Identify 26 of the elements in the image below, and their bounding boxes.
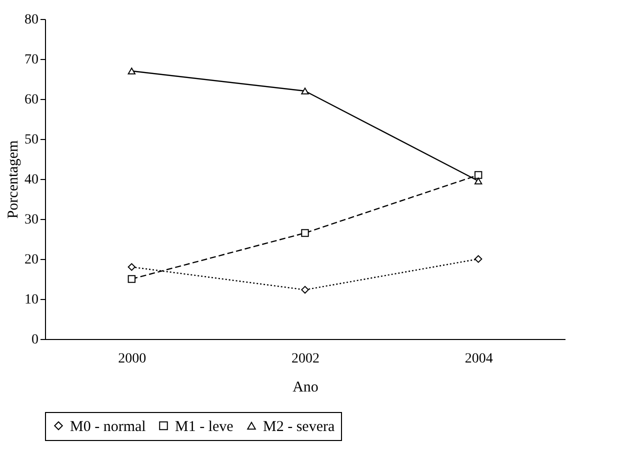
y-tick-label: 60 [24, 92, 38, 108]
y-tick-label: 10 [24, 292, 38, 308]
y-tick-label: 80 [24, 12, 38, 28]
x-tick-label: 2002 [292, 352, 320, 366]
legend-label: M1 - leve [175, 418, 234, 435]
y-axis-title: Porcentagem [6, 140, 22, 219]
legend-label: M2 - severa [263, 418, 335, 435]
y-tick-label: 30 [24, 212, 38, 228]
point [128, 275, 136, 283]
point [128, 68, 136, 74]
point [301, 286, 309, 294]
legend-label: M0 - normal [70, 418, 146, 435]
point [128, 263, 136, 271]
point [301, 88, 309, 94]
point [474, 255, 482, 263]
y-tick-label: 70 [24, 52, 38, 68]
x-axis-title: Ano [292, 380, 318, 396]
x-tick-label: 2000 [118, 352, 146, 366]
y-tick-label: 20 [24, 252, 38, 268]
y-tick-label: 50 [24, 132, 38, 148]
x-tick-label: 2004 [464, 352, 493, 366]
point [474, 171, 482, 179]
point [474, 178, 482, 184]
y-tick-label: 40 [24, 172, 38, 188]
y-tick-label: 0 [32, 332, 38, 348]
point [301, 229, 309, 237]
